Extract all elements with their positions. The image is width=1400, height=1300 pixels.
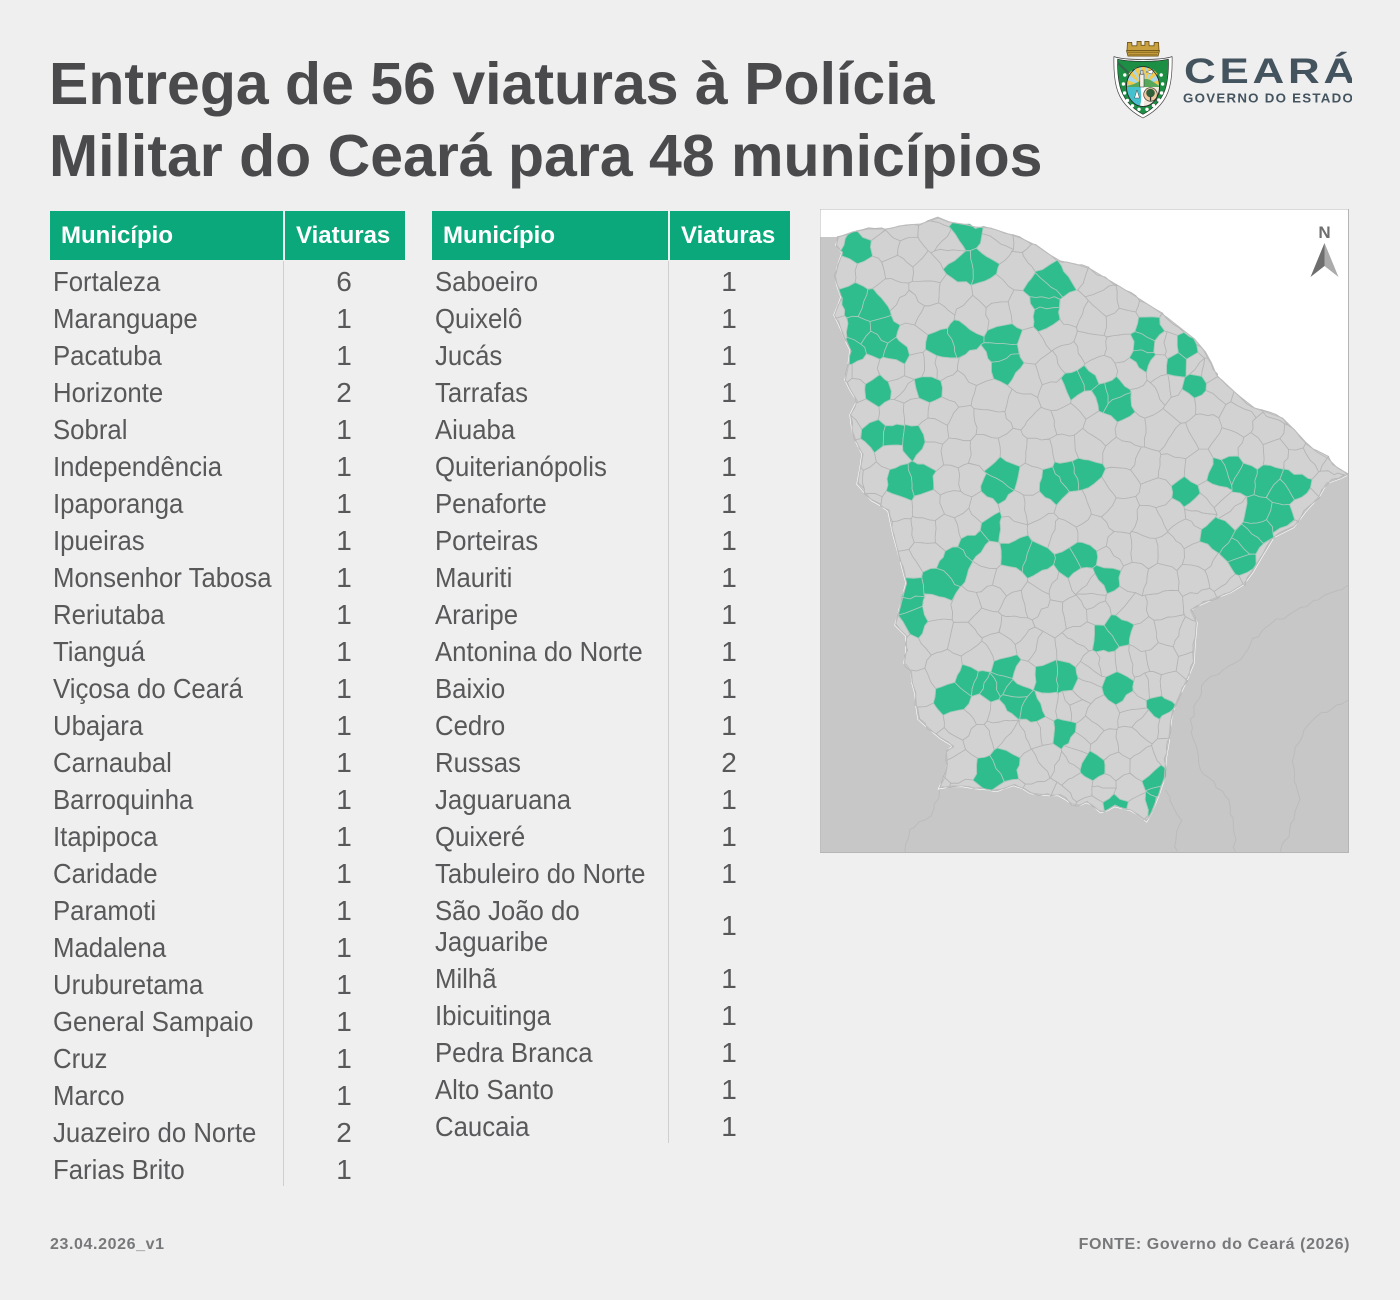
svg-text:GOVERNO DO ESTADO: GOVERNO DO ESTADO [1183, 91, 1352, 106]
svg-text:N: N [1318, 223, 1330, 242]
svg-text:CEARÁ: CEARÁ [1184, 52, 1352, 91]
